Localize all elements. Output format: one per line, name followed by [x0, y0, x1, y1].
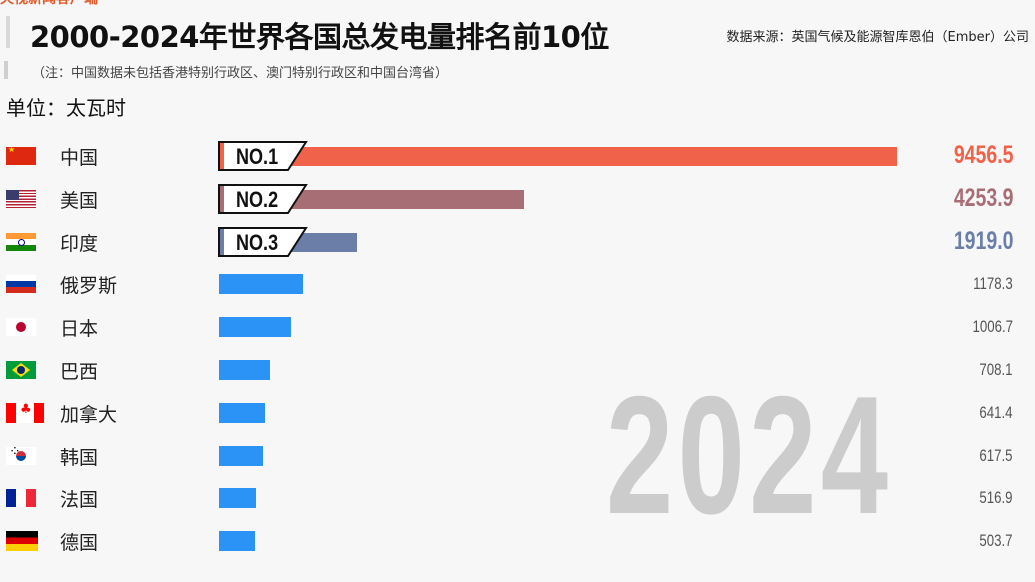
china-flag-icon	[6, 147, 36, 165]
title-accent-bar	[6, 16, 10, 48]
bar-row: 加拿大 641.4	[0, 398, 1035, 428]
rank-badge: NO.3	[218, 226, 308, 257]
brazil-flag-icon	[6, 361, 36, 379]
country-label: 巴西	[60, 361, 99, 383]
rank-label: NO.1	[236, 144, 279, 169]
unit-label: 单位：太瓦时	[6, 96, 126, 120]
value-bar	[219, 147, 897, 166]
value-label: 516.9	[979, 488, 1013, 508]
country-label: 法国	[60, 489, 99, 512]
south-korea-flag-icon	[6, 446, 36, 465]
value-label: 617.5	[979, 445, 1013, 465]
value-bar	[219, 445, 264, 466]
country-label: 印度	[60, 232, 99, 255]
bar-row: 印度 NO.3 1919.0	[0, 226, 1035, 257]
country-label: 加拿大	[60, 403, 118, 426]
rank-badge-shape	[218, 141, 308, 171]
bar-row: 美国 NO.2 4253.9	[0, 183, 1035, 214]
japan-flag-icon	[6, 318, 36, 337]
rank-label: NO.3	[236, 229, 279, 255]
value-bar	[219, 360, 270, 380]
value-label: 1006.7	[972, 317, 1013, 337]
country-label: 中国	[60, 147, 99, 169]
rank-badge-shape	[218, 226, 308, 257]
country-label: 日本	[60, 318, 99, 341]
usa-flag-icon	[6, 189, 36, 208]
note-accent-bar	[4, 61, 8, 79]
bar-row: 俄罗斯 1178.3	[0, 269, 1035, 299]
value-bar	[219, 274, 304, 295]
rank-badge: NO.2	[218, 183, 308, 214]
rank-badge-shape	[218, 183, 308, 214]
bar-row: 韩国 617.5	[0, 441, 1035, 471]
value-bar	[219, 317, 292, 338]
channel-logo: 央视新闻客户端	[0, 0, 98, 6]
bar-row: 德国 503.7	[0, 526, 1035, 556]
bar-row: 日本 1006.7	[0, 312, 1035, 342]
value-bar	[219, 531, 256, 552]
country-label: 美国	[60, 189, 99, 212]
canada-flag-icon	[6, 402, 44, 423]
country-label: 俄罗斯	[60, 275, 118, 298]
chart-note: （注：中国数据未包括香港特别行政区、澳门特别行政区和中国台湾省）	[32, 66, 449, 81]
value-label: 4253.9	[953, 183, 1013, 212]
rank-badge: NO.1	[218, 141, 308, 171]
data-source: 数据来源：英国气候及能源智库恩伯（Ember）公司	[726, 30, 1029, 45]
value-bar	[219, 488, 257, 509]
value-bar	[219, 402, 265, 423]
bar-row: 法国 516.9	[0, 483, 1035, 513]
bar-row: 巴西 708.1	[0, 355, 1035, 385]
value-label: 641.4	[979, 402, 1013, 422]
country-label: 韩国	[60, 446, 99, 469]
india-flag-icon	[6, 232, 36, 251]
value-label: 708.1	[979, 360, 1013, 379]
value-label: 1919.0	[953, 226, 1013, 255]
chart-title: 2000-2024年世界各国总发电量排名前10位	[30, 20, 609, 54]
value-label: 1178.3	[973, 274, 1013, 294]
rank-label: NO.2	[236, 186, 279, 212]
value-label: 503.7	[979, 531, 1013, 551]
bar-row: 中国 NO.1 9456.5	[0, 141, 1035, 171]
germany-flag-icon	[6, 531, 38, 552]
france-flag-icon	[6, 489, 36, 508]
year-watermark: 2024	[606, 361, 893, 549]
country-label: 德国	[60, 532, 99, 555]
value-label: 9456.5	[953, 141, 1013, 169]
russia-flag-icon	[6, 275, 36, 294]
